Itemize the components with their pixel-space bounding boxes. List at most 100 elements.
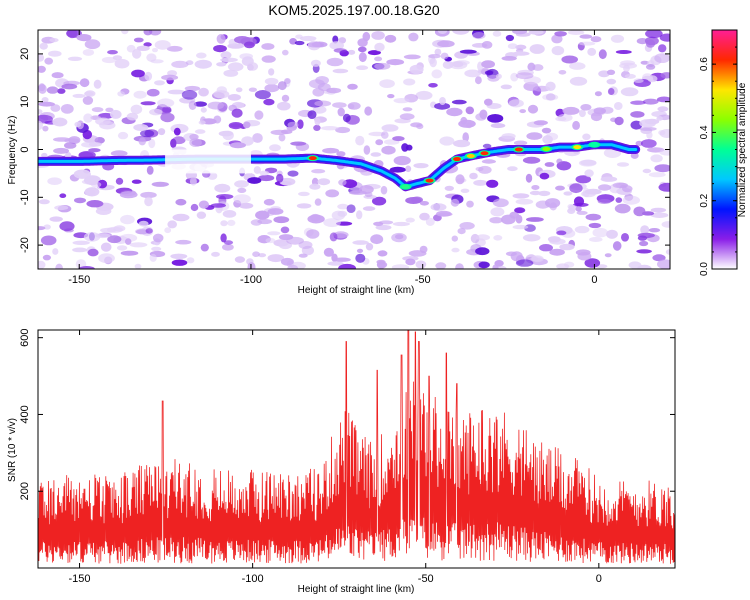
heatmap-cell [533, 120, 548, 126]
heatmap-cell [562, 106, 580, 115]
heatmap-cell [386, 59, 405, 66]
heatmap-cell [522, 156, 541, 164]
heatmap-cell [657, 259, 670, 269]
heatmap-cell [640, 139, 657, 148]
heatmap-cell [661, 221, 670, 228]
heatmap-cell [501, 56, 517, 61]
heatmap-cell [457, 228, 466, 235]
x-tick-label: -150 [69, 573, 91, 585]
heatmap-cell [282, 49, 289, 56]
heatmap-cell [475, 247, 490, 256]
ridge-hotspot [425, 178, 434, 183]
heatmap-cell [650, 154, 663, 163]
heatmap-cell [434, 102, 451, 110]
heatmap-cell [405, 197, 422, 204]
heatmap-cell [374, 56, 383, 62]
heatmap-cell [189, 138, 202, 148]
heatmap-cell [403, 78, 416, 86]
heatmap-cell [650, 207, 667, 213]
heatmap-cell [515, 259, 534, 267]
heatmap-cell [269, 144, 281, 152]
heatmap-cell [647, 75, 658, 83]
heatmap-cell [151, 181, 169, 187]
heatmap-cell [362, 206, 376, 211]
heatmap-cell [166, 45, 183, 52]
colorbar-label: Normalized spectral amplitude [737, 82, 748, 217]
heatmap-cell [323, 218, 341, 228]
heatmap-cell [336, 151, 346, 157]
heatmap-cell [247, 177, 262, 184]
heatmap-cell [431, 69, 443, 79]
heatmap-cell [633, 206, 646, 217]
heatmap-cell [606, 78, 617, 85]
heatmap-cell [82, 49, 95, 56]
heatmap-cell [358, 52, 367, 63]
heatmap-cell [452, 30, 470, 35]
heatmap-cell [53, 147, 70, 154]
x-tick-label: 0 [591, 274, 597, 286]
heatmap-cell [630, 111, 645, 118]
heatmap-cell [515, 72, 534, 80]
heatmap-cell [154, 80, 165, 86]
heatmap-cell [95, 117, 111, 126]
heatmap-cell [515, 44, 527, 50]
heatmap-cell [223, 240, 234, 245]
y-tick-label: 10 [19, 96, 31, 108]
heatmap-cell [492, 30, 502, 37]
heatmap-cell [307, 110, 317, 119]
heatmap-cell [46, 86, 59, 94]
heatmap-cell [38, 101, 55, 107]
heatmap-cell [190, 203, 199, 212]
x-tick-label: 0 [596, 573, 602, 585]
heatmap-cell [380, 185, 388, 195]
heatmap-cell [93, 79, 102, 89]
heatmap-cell [308, 79, 325, 89]
heatmap-cell [313, 124, 321, 131]
heatmap-cell [598, 49, 607, 60]
heatmap-cell [459, 49, 477, 54]
heatmap-cell [241, 136, 254, 146]
heatmap-cell [356, 65, 369, 70]
heatmap-cell [273, 216, 290, 224]
heatmap-cell [630, 100, 646, 105]
heatmap-cell [561, 55, 578, 64]
heatmap-cell [475, 76, 482, 85]
heatmap-cell [167, 220, 177, 229]
heatmap-cell [38, 109, 43, 114]
heatmap-cell [640, 60, 649, 65]
heatmap-cell [321, 126, 339, 131]
heatmap-cell [76, 34, 92, 42]
heatmap-cell [471, 43, 488, 48]
heatmap-cell [131, 179, 142, 184]
heatmap-cell [405, 217, 415, 223]
heatmap-cell [455, 263, 464, 269]
heatmap-cell [446, 107, 463, 117]
heatmap-cell [569, 62, 586, 70]
ridge-hotspot [453, 157, 462, 162]
heatmap-cell [317, 178, 331, 186]
heatmap-cell [473, 179, 488, 186]
heatmap-cell [247, 62, 259, 71]
heatmap-cell [158, 128, 166, 136]
heatmap-cell [72, 240, 90, 245]
heatmap-cell [556, 158, 563, 165]
heatmap-cell [597, 199, 612, 204]
colorbar-bar [711, 29, 738, 270]
heatmap-cell [659, 149, 670, 156]
heatmap-cell [658, 182, 670, 192]
heatmap-cell [656, 96, 670, 103]
heatmap-cell [230, 142, 246, 149]
heatmap-cell [462, 132, 470, 143]
heatmap-cell [387, 94, 395, 99]
heatmap-cell [152, 47, 158, 53]
heatmap-cell [38, 199, 50, 205]
heatmap-cell [408, 250, 427, 257]
heatmap-cell [622, 195, 640, 205]
heatmap-cell [490, 207, 505, 217]
ridge-hotspot [514, 147, 523, 152]
heatmap-cell [263, 98, 275, 106]
heatmap-cell [333, 48, 347, 53]
heatmap-cell [133, 37, 144, 43]
heatmap-cell [439, 97, 446, 105]
heatmap-cell [645, 64, 656, 70]
